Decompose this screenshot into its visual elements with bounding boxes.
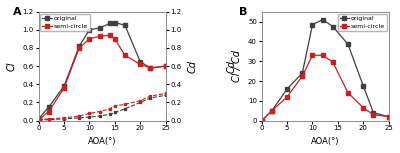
Line: original: original xyxy=(260,18,390,122)
semi-circle xyxy=(46,111,51,112)
X-axis label: AOA(°): AOA(°) xyxy=(311,137,340,146)
original xyxy=(320,19,325,21)
semi-circle xyxy=(259,120,264,121)
original xyxy=(97,27,102,29)
semi-circle xyxy=(77,47,82,49)
semi-circle xyxy=(112,38,117,40)
Y-axis label: Cd: Cd xyxy=(187,60,197,73)
semi-circle xyxy=(361,107,366,109)
semi-circle xyxy=(270,110,274,112)
original xyxy=(346,43,350,45)
Legend: original, semi-circle: original, semi-circle xyxy=(338,13,387,31)
X-axis label: AOA(°): AOA(°) xyxy=(88,137,116,146)
Y-axis label: Cl: Cl xyxy=(7,61,17,71)
original xyxy=(122,24,127,26)
semi-circle xyxy=(285,96,290,98)
original xyxy=(163,65,168,67)
original xyxy=(310,24,315,25)
original xyxy=(77,45,82,47)
Text: Cd: Cd xyxy=(226,60,236,73)
semi-circle xyxy=(346,92,350,94)
semi-circle xyxy=(386,116,391,118)
Y-axis label: Cl / Cd: Cl / Cd xyxy=(232,50,242,82)
original xyxy=(36,118,41,120)
original xyxy=(386,116,391,118)
Text: B: B xyxy=(239,7,247,17)
original xyxy=(361,85,366,87)
semi-circle xyxy=(138,63,142,65)
semi-circle xyxy=(330,61,335,63)
original xyxy=(270,110,274,112)
semi-circle xyxy=(371,114,376,116)
semi-circle xyxy=(300,75,305,77)
original xyxy=(330,26,335,27)
original xyxy=(138,61,142,63)
original xyxy=(46,106,51,108)
Text: A: A xyxy=(13,7,22,17)
original xyxy=(107,22,112,24)
semi-circle xyxy=(107,34,112,36)
original xyxy=(259,120,264,121)
semi-circle xyxy=(36,119,41,121)
original xyxy=(148,67,153,69)
semi-circle xyxy=(320,54,325,56)
semi-circle xyxy=(163,65,168,67)
original xyxy=(62,85,66,87)
original xyxy=(87,29,92,31)
semi-circle xyxy=(97,35,102,37)
semi-circle xyxy=(148,67,153,69)
original xyxy=(285,88,290,90)
semi-circle xyxy=(310,54,315,56)
semi-circle xyxy=(62,87,66,89)
semi-circle xyxy=(87,38,92,40)
Line: semi-circle: semi-circle xyxy=(37,34,167,121)
original xyxy=(371,112,376,114)
semi-circle xyxy=(122,54,127,56)
original xyxy=(112,22,117,23)
Line: semi-circle: semi-circle xyxy=(260,54,390,122)
Legend: original, semi-circle: original, semi-circle xyxy=(40,13,90,31)
original xyxy=(300,72,305,74)
Line: original: original xyxy=(37,21,167,121)
